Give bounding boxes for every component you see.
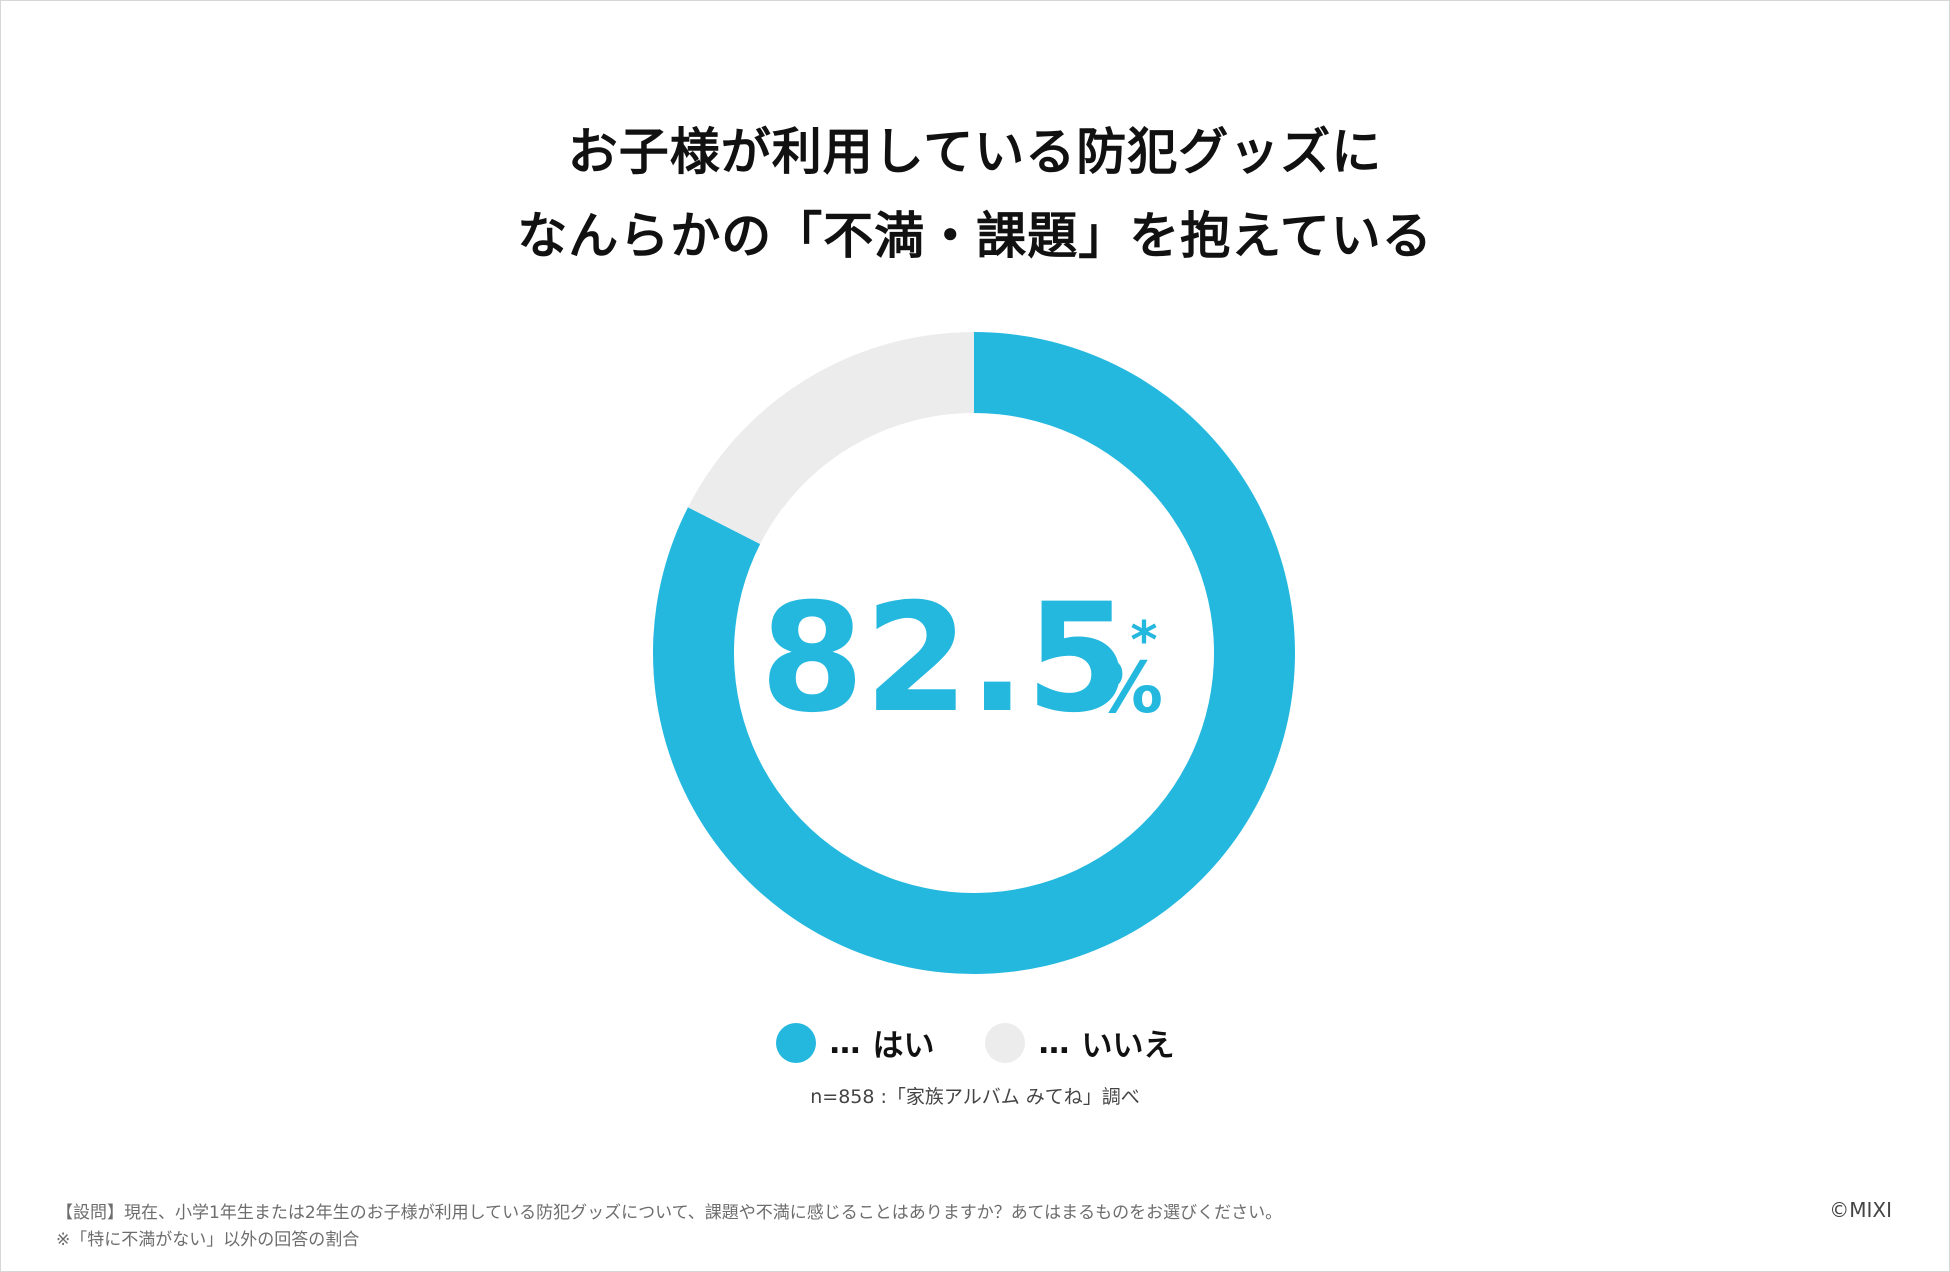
- legend-label-yes: はい: [872, 1028, 935, 1064]
- chart-title-line-2: なんらかの「不満・課題」を抱えている: [517, 207, 1433, 265]
- legend-label-no: いいえ: [1081, 1028, 1175, 1064]
- legend-item-no: … いいえ: [984, 1020, 1175, 1065]
- chart-title: お子様が利用している防犯グッズに なんらかの「不満・課題」を抱えている: [0, 110, 1950, 278]
- legend-prefix-no: …: [1038, 1024, 1070, 1061]
- legend: … はい … いいえ: [0, 1020, 1950, 1065]
- legend-swatch-no: [984, 1022, 1025, 1063]
- center-asterisk-label: *: [1130, 611, 1157, 671]
- legend-item-yes: … はい: [775, 1020, 935, 1065]
- survey-note: n=858 :「家族アルバム みてね」調べ: [810, 1086, 1140, 1108]
- donut-slice-no: [687, 332, 974, 545]
- footer-remark: ※「特に不満がない」以外の回答の割合: [56, 1230, 360, 1250]
- center-value-label: 82.5: [760, 572, 1130, 746]
- legend-prefix-yes: …: [829, 1024, 861, 1061]
- copyright-credit: ©MIXI: [1829, 1198, 1892, 1222]
- chart-title-line-1: お子様が利用している防犯グッズに: [567, 123, 1383, 181]
- center-unit-label: %: [1093, 647, 1163, 729]
- legend-swatch-yes: [775, 1022, 816, 1063]
- footer-question: 【設問】現在、小学1年生または2年生のお子様が利用している防犯グッズについて、課…: [56, 1203, 1283, 1223]
